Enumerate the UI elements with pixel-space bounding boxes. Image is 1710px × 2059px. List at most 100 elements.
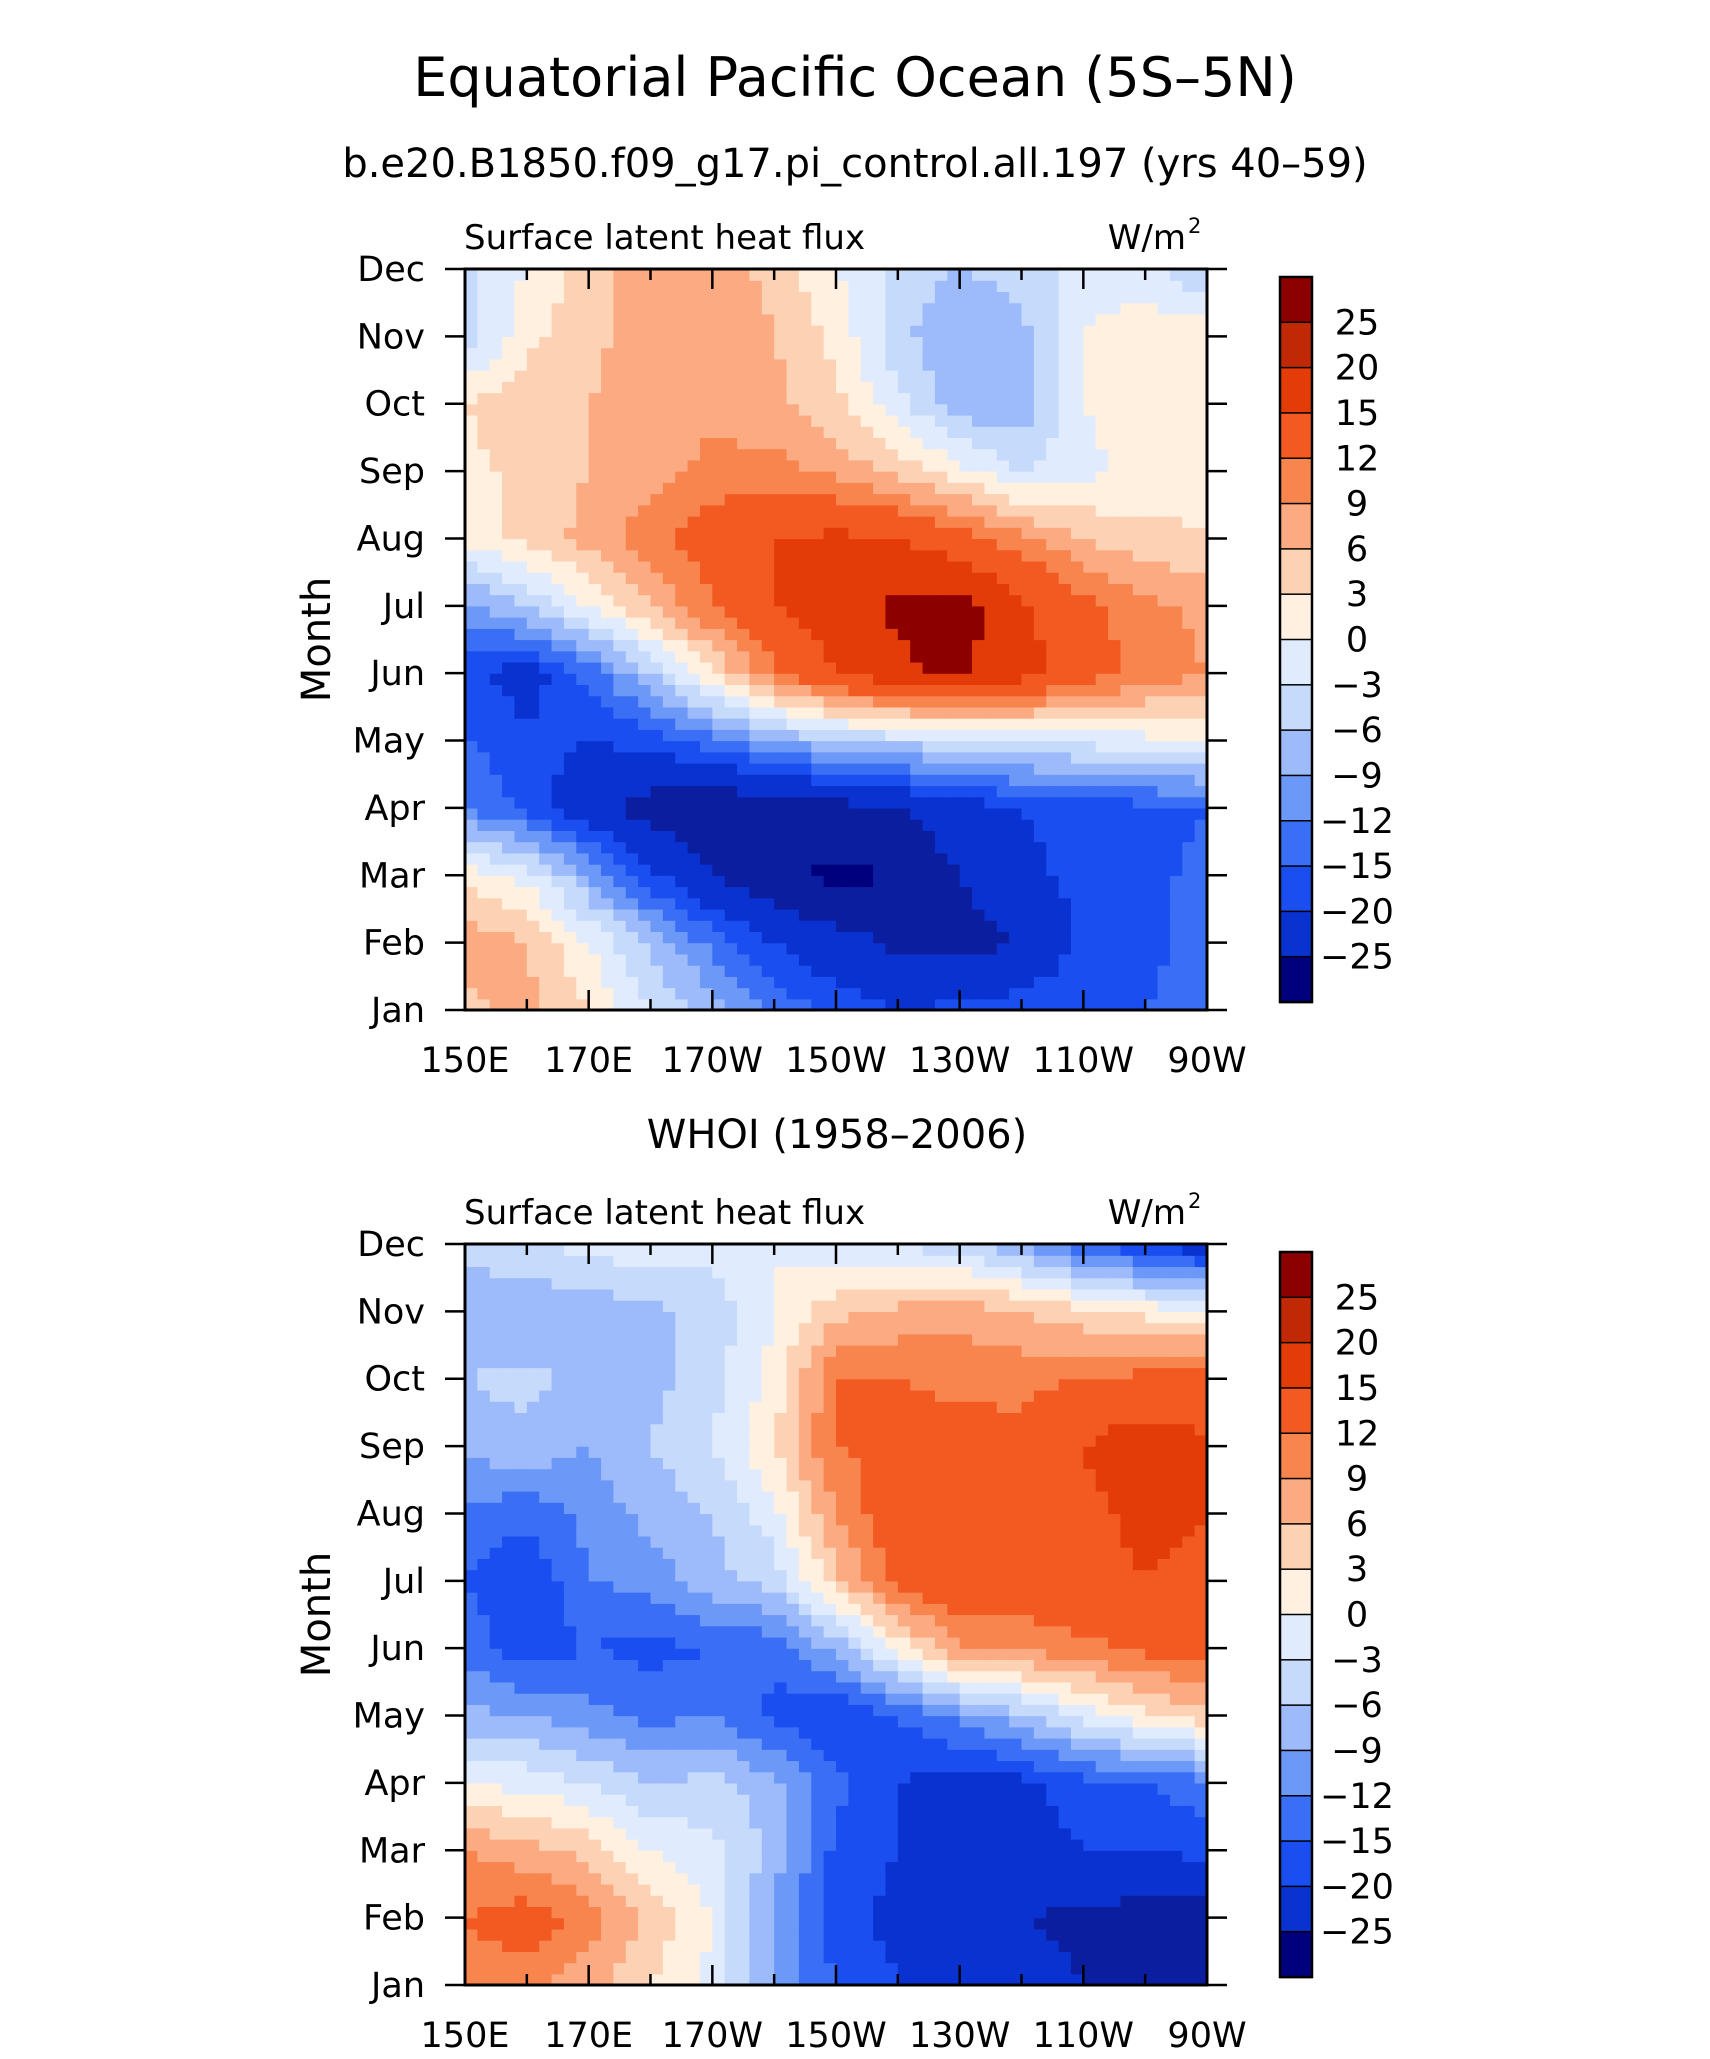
heatmap-cell	[934, 785, 948, 798]
heatmap-cell	[662, 673, 676, 686]
heatmap-cell	[576, 729, 590, 742]
heatmap-cell	[625, 594, 639, 607]
heatmap-cell	[1095, 426, 1109, 439]
heatmap-cell	[1058, 302, 1072, 315]
heatmap-cell	[1120, 965, 1134, 977]
heatmap-cell	[774, 482, 788, 495]
heatmap-cell	[1182, 403, 1196, 416]
heatmap-cell	[1095, 852, 1109, 865]
heatmap-cell	[1046, 448, 1060, 461]
heatmap-cell	[811, 448, 825, 461]
heatmap-cell	[675, 673, 689, 686]
heatmap-cell	[1070, 358, 1084, 371]
heatmap-cell	[650, 1906, 664, 1919]
heatmap-cell	[502, 819, 516, 831]
heatmap-cell	[761, 852, 775, 865]
heatmap-cell	[996, 403, 1010, 416]
heatmap-cell	[539, 269, 553, 281]
heatmap-cell	[699, 650, 713, 663]
heatmap-cell	[712, 684, 726, 697]
heatmap-cell	[650, 437, 664, 450]
heatmap-cell	[699, 763, 713, 775]
heatmap-cell	[922, 538, 936, 551]
heatmap-cell	[625, 819, 639, 831]
heatmap-cell	[613, 1816, 627, 1829]
heatmap-cell	[1095, 673, 1109, 686]
heatmap-cell	[489, 291, 503, 304]
heatmap-cell	[724, 572, 738, 584]
heatmap-cell	[1095, 841, 1109, 854]
heatmap-cell	[1021, 1928, 1035, 1941]
heatmap-cell	[551, 560, 565, 573]
heatmap-cell	[910, 583, 924, 596]
heatmap-cell	[910, 1883, 924, 1896]
heatmap-cell	[699, 684, 713, 697]
heatmap-cell	[737, 572, 751, 584]
heatmap-cell	[1169, 617, 1183, 629]
heatmap-cell	[984, 325, 998, 337]
heatmap-cell	[848, 830, 862, 843]
heatmap-cell	[1157, 1850, 1171, 1863]
heatmap-cell	[984, 538, 998, 551]
heatmap-cell	[761, 426, 775, 439]
heatmap-cell	[922, 1940, 936, 1952]
heatmap-cell	[996, 729, 1010, 742]
heatmap-cell	[514, 325, 528, 337]
heatmap-cell	[737, 751, 751, 764]
heatmap-cell	[1145, 920, 1159, 933]
heatmap-cell	[1021, 1861, 1035, 1874]
heatmap-cell	[1070, 347, 1084, 360]
heatmap-cell	[749, 1850, 763, 1863]
heatmap-cell	[848, 370, 862, 382]
heatmap-cell	[601, 774, 614, 787]
heatmap-cell	[724, 796, 738, 809]
heatmap-cell	[514, 830, 528, 843]
heatmap-cell	[477, 493, 491, 506]
heatmap-cell	[477, 706, 491, 719]
heatmap-cell	[588, 751, 602, 764]
heatmap-cell	[465, 414, 478, 427]
heatmap-cell	[860, 639, 874, 652]
heatmap-cell	[613, 650, 627, 663]
heatmap-cell	[699, 1861, 713, 1874]
heatmap-cell	[947, 1816, 961, 1829]
heatmap-cell	[823, 931, 837, 944]
heatmap-cell	[910, 560, 924, 573]
heatmap-cell	[1033, 1827, 1047, 1840]
heatmap-cell	[514, 370, 528, 382]
heatmap-cell	[885, 1827, 899, 1840]
heatmap-cell	[687, 763, 701, 775]
heatmap-cell	[576, 931, 590, 944]
heatmap-cell	[1169, 426, 1183, 439]
heatmap-cell	[712, 370, 726, 382]
heatmap-cell	[601, 549, 614, 562]
heatmap-cell	[947, 875, 961, 888]
heatmap-cell	[526, 763, 540, 775]
heatmap-cell	[563, 336, 577, 349]
heatmap-cell	[502, 920, 516, 933]
heatmap-cell	[1070, 493, 1084, 506]
heatmap-cell	[947, 807, 961, 820]
heatmap-cell	[1021, 1906, 1035, 1919]
heatmap-cell	[601, 269, 614, 281]
heatmap-cell	[576, 291, 590, 304]
heatmap-cell	[1120, 280, 1134, 293]
heatmap-cell	[860, 1850, 874, 1863]
heatmap-cell	[625, 1973, 639, 1986]
heatmap-cell	[576, 504, 590, 517]
heatmap-cell	[897, 830, 911, 843]
heatmap-cell	[996, 313, 1010, 326]
heatmap-cell	[489, 897, 503, 910]
heatmap-cell	[1182, 751, 1196, 764]
heatmap-cell	[1021, 695, 1035, 708]
heatmap-cell	[514, 751, 528, 764]
heatmap-cell	[1083, 785, 1097, 798]
heatmap-cell	[737, 1883, 751, 1896]
heatmap-cell	[947, 392, 961, 405]
heatmap-cell	[563, 965, 577, 977]
heatmap-field	[465, 269, 1208, 1011]
heatmap-cell	[601, 1872, 614, 1885]
heatmap-cell	[1145, 1839, 1159, 1851]
heatmap-cell	[489, 908, 503, 921]
heatmap-cell	[1182, 998, 1196, 1011]
